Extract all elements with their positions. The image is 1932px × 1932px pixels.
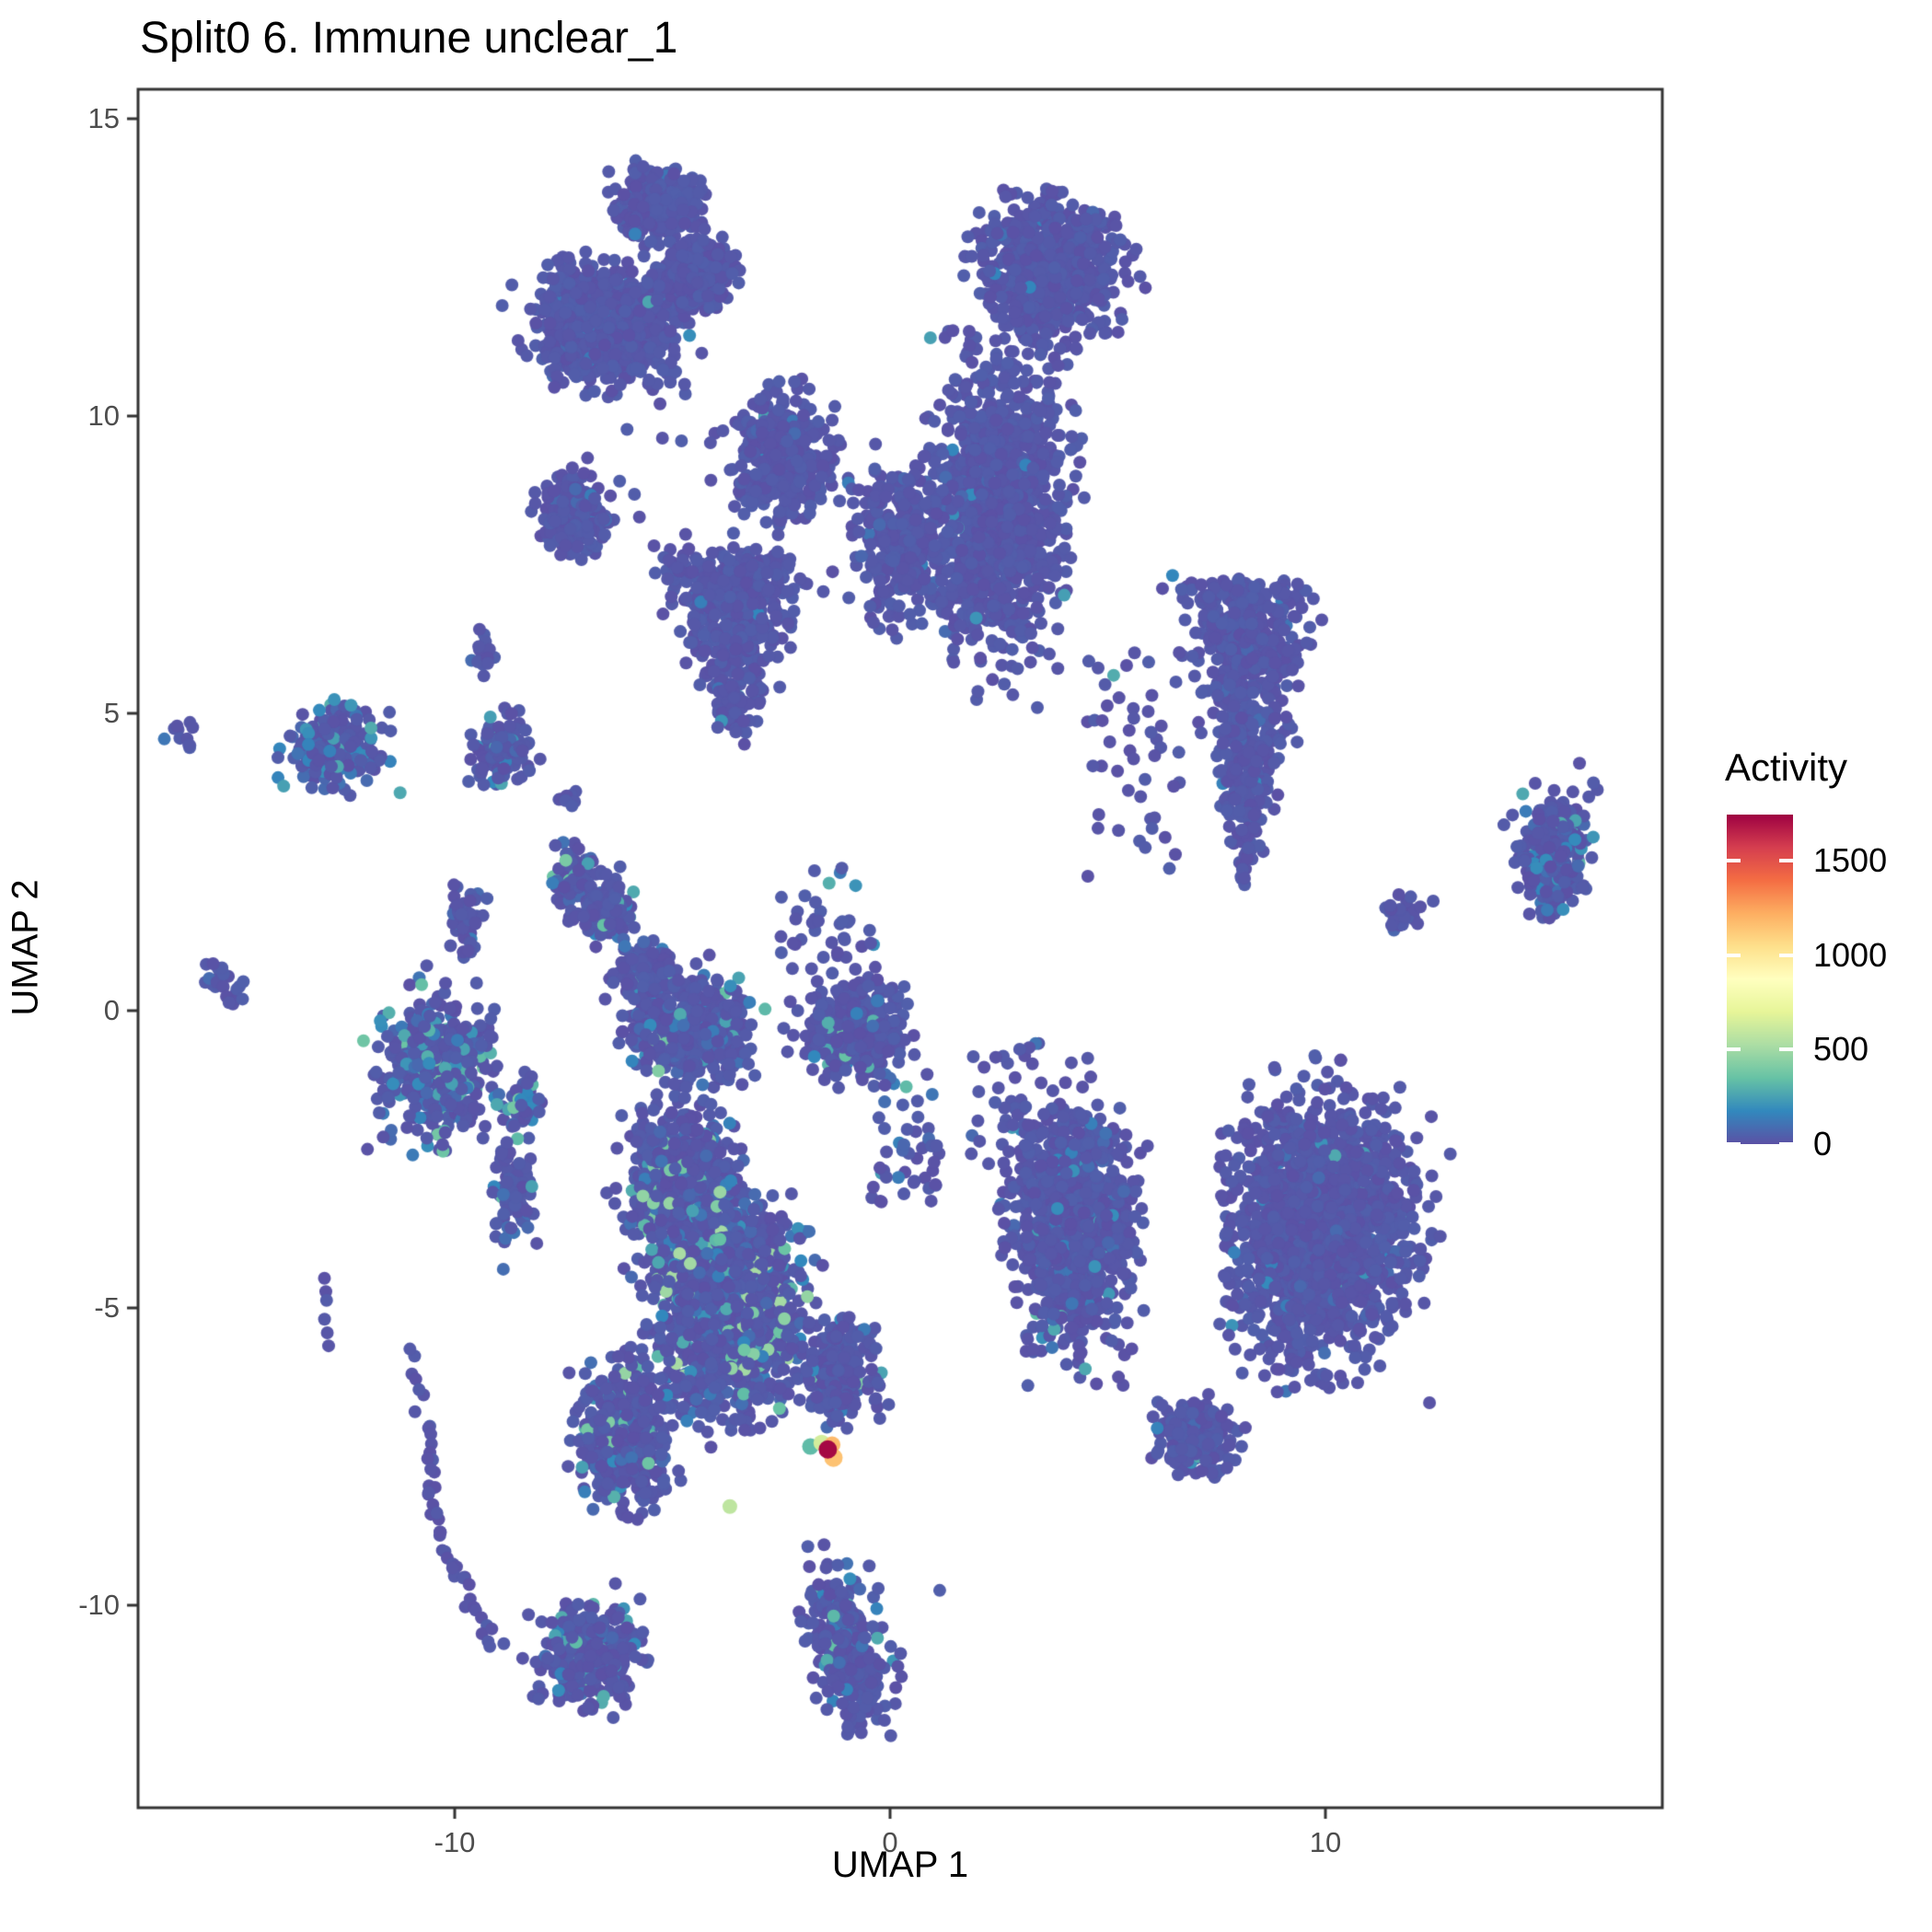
y-axis-title: UMAP 2 bbox=[5, 878, 46, 1016]
y-tick-label--5: -5 bbox=[94, 1291, 120, 1324]
legend-tick-mark bbox=[1727, 1142, 1741, 1144]
legend-tick-mark bbox=[1779, 858, 1793, 862]
legend-tick-label-1500: 1500 bbox=[1813, 840, 1888, 879]
legend-tick-mark bbox=[1727, 953, 1741, 957]
legend-tick-mark bbox=[1727, 858, 1741, 862]
legend-tick-mark bbox=[1727, 1047, 1741, 1052]
y-tick-label-5: 5 bbox=[103, 697, 120, 729]
legend-tick-label-0: 0 bbox=[1813, 1125, 1833, 1163]
legend-title: Activity bbox=[1725, 746, 1848, 789]
legend-tick-label-1000: 1000 bbox=[1813, 935, 1888, 974]
legend-tick-mark bbox=[1779, 953, 1793, 957]
plot-title: Split0 6. Immune unclear_1 bbox=[140, 14, 678, 63]
y-tick-label-10: 10 bbox=[87, 399, 120, 432]
x-tick-label-0: 0 bbox=[882, 1826, 898, 1858]
y-tick-label-0: 0 bbox=[103, 994, 120, 1026]
y-tick-label--10: -10 bbox=[78, 1589, 120, 1621]
y-tick-label-15: 15 bbox=[87, 102, 120, 134]
x-axis-title: UMAP 1 bbox=[831, 1845, 969, 1885]
x-tick-label-10: 10 bbox=[1309, 1826, 1342, 1858]
legend-tick-mark bbox=[1779, 1142, 1793, 1144]
legend-tick-mark bbox=[1779, 1047, 1793, 1052]
legend-tick-label-500: 500 bbox=[1813, 1030, 1869, 1069]
legend-colorbar bbox=[1727, 815, 1793, 1144]
x-tick-label--10: -10 bbox=[434, 1826, 476, 1858]
